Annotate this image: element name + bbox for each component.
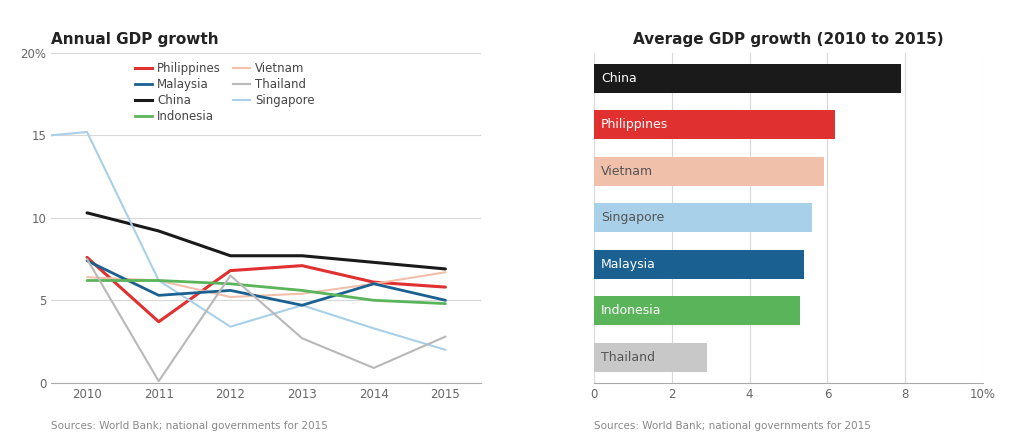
Bar (594, 157, 823, 186)
Legend: Philippines, Malaysia, China, Indonesia, Vietnam, Thailand, Singapore: Philippines, Malaysia, China, Indonesia,… (134, 62, 314, 123)
Text: China: China (601, 72, 637, 85)
Text: Sources: World Bank; national governments for 2015: Sources: World Bank; national government… (51, 421, 328, 431)
Text: Annual GDP growth: Annual GDP growth (51, 33, 219, 48)
Text: Philippines: Philippines (601, 118, 669, 132)
Bar (594, 250, 804, 279)
Text: Malaysia: Malaysia (601, 258, 655, 271)
Bar (594, 110, 836, 139)
Text: Sources: World Bank; national governments for 2015: Sources: World Bank; national government… (594, 421, 870, 431)
Text: Vietnam: Vietnam (601, 165, 653, 178)
Bar (594, 203, 812, 232)
Title: Average GDP growth (2010 to 2015): Average GDP growth (2010 to 2015) (633, 33, 944, 48)
Text: Indonesia: Indonesia (601, 304, 662, 317)
Bar (594, 343, 707, 372)
Bar (594, 297, 800, 325)
Bar (594, 64, 901, 93)
Text: Thailand: Thailand (601, 351, 655, 364)
Text: Singapore: Singapore (601, 211, 665, 224)
